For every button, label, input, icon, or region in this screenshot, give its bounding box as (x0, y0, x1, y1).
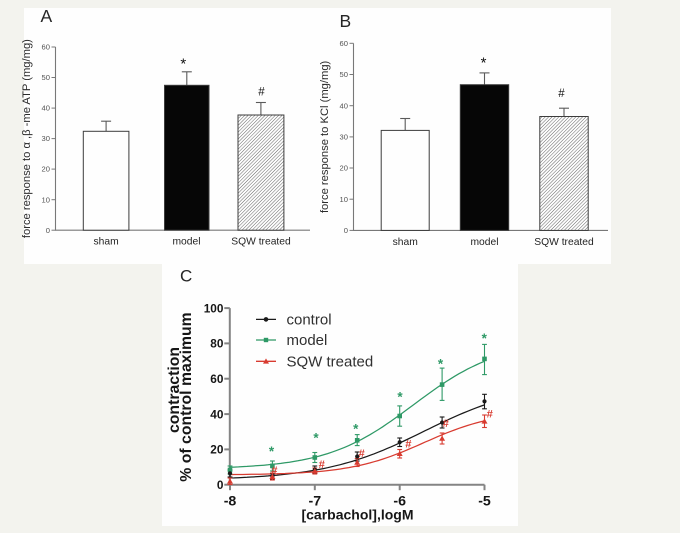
svg-text:C: C (180, 267, 192, 286)
svg-text:0: 0 (217, 478, 224, 492)
svg-text:SQW treated: SQW treated (287, 353, 374, 370)
svg-text:*: * (180, 56, 186, 73)
svg-text:#: # (319, 459, 326, 471)
svg-text:-7: -7 (308, 493, 321, 509)
svg-text:sham: sham (393, 237, 418, 248)
svg-text:20: 20 (340, 164, 348, 173)
svg-text:model: model (470, 237, 498, 248)
svg-text:*: * (353, 422, 359, 437)
svg-text:-8: -8 (224, 493, 237, 509)
svg-text:#: # (487, 408, 494, 420)
svg-text:60: 60 (42, 43, 50, 52)
svg-text:60: 60 (340, 39, 348, 48)
svg-text:sham: sham (94, 237, 119, 248)
svg-text:50: 50 (42, 73, 50, 82)
svg-text:*: * (313, 431, 319, 446)
svg-text:SQW treated: SQW treated (534, 237, 594, 248)
svg-text:20: 20 (42, 165, 50, 174)
svg-text:[carbachol],logM: [carbachol],logM (301, 507, 413, 523)
svg-text:60: 60 (210, 372, 224, 386)
svg-text:% of control maximum: % of control maximum (178, 312, 195, 481)
svg-text:10: 10 (340, 195, 348, 204)
svg-text:80: 80 (210, 337, 224, 351)
svg-text:0: 0 (46, 226, 50, 235)
svg-text:100: 100 (204, 301, 224, 315)
svg-text:50: 50 (340, 70, 348, 79)
svg-text:A: A (41, 6, 53, 26)
svg-text:contraction: contraction (166, 347, 183, 433)
svg-text:*: * (269, 444, 275, 459)
svg-text:10: 10 (42, 195, 50, 204)
svg-text:model: model (287, 332, 328, 349)
svg-text:40: 40 (340, 101, 348, 110)
svg-text:#: # (405, 439, 412, 451)
svg-text:#: # (358, 448, 365, 460)
svg-text:-5: -5 (478, 493, 491, 509)
svg-text:*: * (481, 55, 487, 72)
svg-text:40: 40 (42, 104, 50, 113)
svg-text:force response to KCl (mg/mg): force response to KCl (mg/mg) (319, 60, 331, 213)
svg-text:#: # (271, 465, 278, 477)
svg-text:#: # (258, 87, 265, 99)
svg-text:-6: -6 (393, 493, 406, 509)
svg-text:*: * (482, 331, 488, 346)
svg-text:control: control (287, 311, 332, 328)
svg-text:*: * (397, 390, 403, 405)
svg-text:#: # (558, 88, 565, 100)
svg-text:40: 40 (210, 407, 224, 421)
svg-text:force response to α ,β -me ATP: force response to α ,β -me ATP (mg/mg) (21, 39, 33, 238)
svg-text:#: # (443, 418, 450, 430)
svg-text:30: 30 (340, 133, 348, 142)
svg-text:*: * (438, 357, 444, 372)
svg-text:SQW treated: SQW treated (231, 237, 291, 248)
svg-text:30: 30 (42, 134, 50, 143)
svg-text:model: model (172, 237, 200, 248)
svg-text:B: B (340, 11, 352, 31)
svg-text:20: 20 (210, 443, 224, 457)
svg-text:0: 0 (344, 226, 348, 235)
